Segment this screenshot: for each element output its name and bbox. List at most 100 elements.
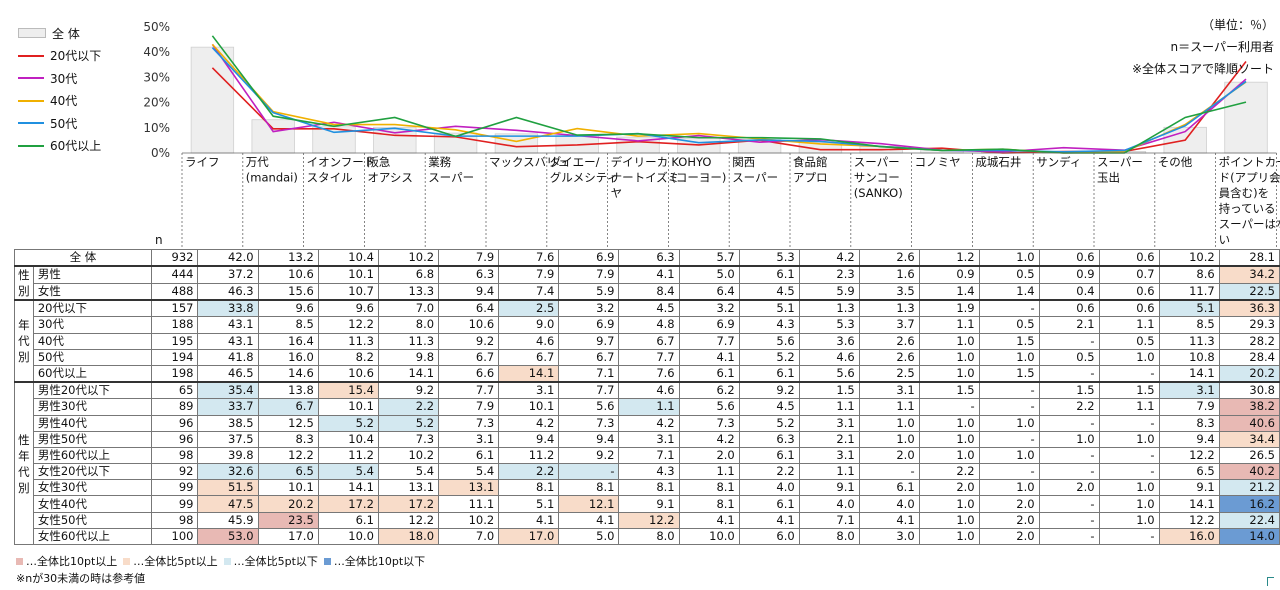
table-cell: 2.0 (858, 446, 920, 465)
table-row: 女性 488 46.3 15.6 10.7 13.3 9.4 7.4 5.9 8.4 6.4 4.5 5… (15, 282, 1280, 301)
table-row: 全 体 932 42.0 13.2 10.4 10.2 7.9 7.6 6.9 6.3 5.7 5.3… (14, 249, 1280, 267)
table-cell: 2.0 (918, 479, 980, 497)
table-cell: 4.6 (498, 332, 560, 350)
table-cell: 16.0 (1158, 527, 1220, 546)
table-cell: 10.4 (317, 249, 379, 267)
table-cell: 1.6 (858, 265, 920, 284)
table-cell: 18.0 (377, 527, 440, 546)
table-cell: 1.0 (918, 495, 980, 513)
row-n: 98 (150, 446, 199, 465)
table-cell: 10.2 (438, 511, 500, 529)
category-label: サンディ (1036, 155, 1081, 169)
table-cell: 34.4 (1218, 430, 1280, 448)
table-row: 男性60代以上 98 39.8 12.2 11.2 10.2 6.1 11.2 9.2 7.1 2.… (15, 446, 1280, 465)
table-cell: 5.1 (738, 299, 800, 318)
table-cell: 8.0 (618, 527, 680, 546)
table-cell: 0.6 (1038, 299, 1100, 318)
table-cell: 12.2 (377, 511, 440, 529)
table-cell: 8.1 (678, 479, 740, 497)
table-cell: 28.1 (1218, 249, 1280, 267)
table-cell: 28.2 (1218, 332, 1280, 350)
table-cell: 7.0 (438, 527, 500, 546)
table-cell: 5.2 (377, 414, 440, 432)
legend-swatch (18, 144, 44, 147)
table-row: 女性50代 98 45.9 23.5 6.1 12.2 10.2 4.1 4.1 12.2 4.1 4… (15, 511, 1280, 529)
table-cell: 4.1 (498, 511, 560, 529)
table-cell: 1.4 (918, 282, 980, 301)
table-cell: 20.2 (1218, 364, 1280, 383)
table-cell: 12.2 (257, 446, 319, 465)
table-cell: 9.1 (1158, 479, 1220, 497)
table-cell: 9.1 (798, 479, 860, 497)
table-cell: 13.1 (377, 479, 440, 497)
table-cell: 9.1 (618, 495, 680, 513)
table-cell: - (1098, 414, 1160, 432)
table-cell: 1.1 (678, 463, 740, 481)
table-cell: 16.4 (257, 332, 319, 350)
table-cell: 15.4 (317, 381, 379, 400)
table-cell: 4.5 (738, 282, 800, 301)
table-cell: 41.8 (197, 348, 259, 366)
legend-item: 50代 (18, 112, 101, 135)
highlight-label: …全体比10pt以下 (333, 555, 426, 568)
table-cell: 5.6 (738, 332, 800, 350)
row-n: 89 (150, 398, 199, 416)
table-cell: 5.1 (1158, 299, 1220, 318)
table-cell: - (978, 299, 1040, 318)
table-cell: 4.1 (858, 511, 920, 529)
table-cell: 10.4 (317, 430, 379, 448)
row-label: 女性40代 (32, 495, 152, 513)
table-cell: 0.6 (1098, 282, 1160, 301)
table-cell: 14.1 (317, 479, 379, 497)
y-tick-label: 50% (143, 20, 170, 34)
table-cell: 13.1 (438, 479, 500, 497)
y-tick-label: 0% (151, 146, 170, 160)
table-cell: 1.0 (978, 249, 1040, 267)
table-cell: 6.5 (257, 463, 319, 481)
table-row: 女性20代以下 92 32.6 6.5 5.4 5.4 5.4 2.2-4.3 1.1 2.2 1.… (15, 463, 1280, 481)
row-n: 100 (150, 527, 199, 546)
table-cell: 1.0 (918, 364, 980, 383)
table-cell: 1.5 (978, 364, 1040, 383)
category-label: 食品館アプロ (793, 155, 828, 185)
table-cell: 8.0 (377, 316, 440, 334)
table-row: 女性60代以上 100 53.0 17.0 10.0 18.0 7.0 17.0 5.0 8.0 1… (15, 527, 1280, 546)
table-cell: 8.0 (798, 527, 860, 546)
highlight-label: …全体比10pt以上 (26, 555, 118, 568)
table-cell: 39.8 (197, 446, 259, 465)
table-cell: 9.4 (498, 430, 560, 448)
table-cell: 9.2 (558, 446, 620, 465)
table-cell: 14.0 (1218, 527, 1280, 546)
highlight-swatch (16, 558, 23, 565)
table-cell: 9.4 (438, 282, 500, 301)
table-cell: 1.0 (918, 511, 980, 529)
table-row: 50代 194 41.8 16.0 8.2 9.8 6.7 6.7 6.7 7.7 4.1 5.2 4.… (15, 348, 1280, 366)
footnote: ※nが30未満の時は参考値 (16, 572, 146, 585)
category-label: イオンフードスタイル (307, 155, 376, 185)
table-cell: 4.8 (618, 316, 680, 334)
table-cell: 5.3 (798, 316, 860, 334)
row-label: 男性40代 (32, 414, 152, 432)
table-cell: 3.1 (498, 381, 560, 400)
highlight-swatch (223, 558, 231, 565)
row-n: 99 (150, 495, 199, 513)
table-cell: 1.1 (1098, 316, 1160, 334)
table-cell: 6.9 (678, 316, 740, 334)
table-cell: 10.2 (377, 446, 440, 465)
table-row: 30代 188 43.1 8.5 12.2 8.0 10.6 9.0 6.9 4.8 6.9 4.3 5… (15, 316, 1280, 334)
table-cell: 1.1 (1098, 398, 1160, 416)
table-cell: 7.1 (618, 446, 680, 465)
table-cell: 7.0 (377, 299, 440, 318)
table-cell: 9.8 (377, 348, 440, 366)
table-cell: 7.3 (678, 414, 740, 432)
table-cell: 35.4 (197, 381, 259, 400)
group-char: 年 (18, 318, 30, 333)
table-cell: 32.6 (197, 463, 259, 481)
table-cell: 6.1 (738, 495, 800, 513)
table-cell: 17.2 (377, 495, 440, 513)
table-cell: 9.2 (738, 381, 800, 400)
table-cell: 10.6 (317, 364, 379, 383)
table-cell: 14.1 (377, 364, 440, 383)
table-cell: 47.5 (197, 495, 259, 513)
table-cell: 3.7 (858, 316, 920, 334)
